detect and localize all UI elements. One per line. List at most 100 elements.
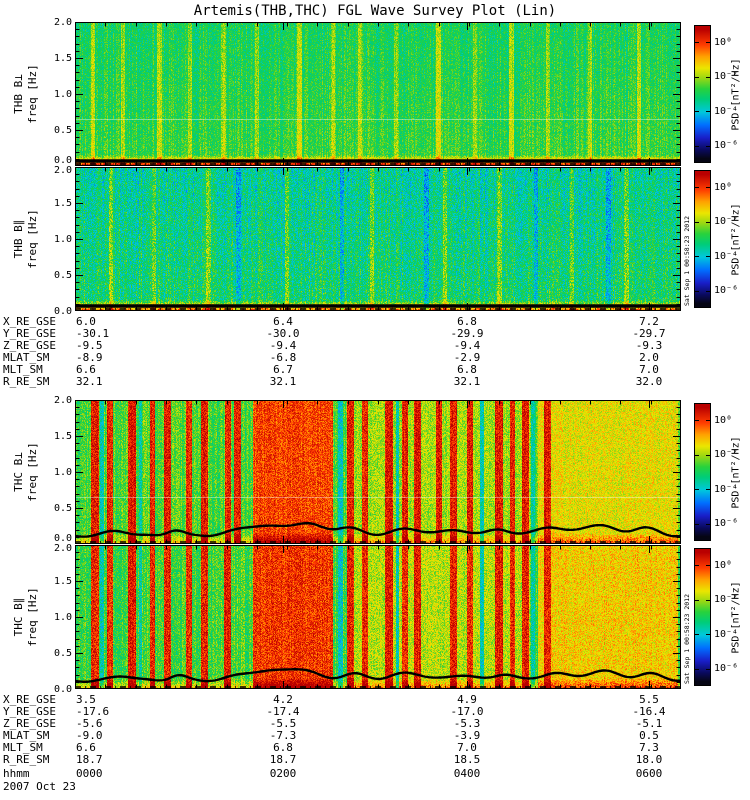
ephemeris-value: -17.0 xyxy=(450,705,484,718)
y-tick-label: 2.0 xyxy=(53,17,72,28)
ephemeris-value: 32.1 xyxy=(76,375,103,388)
ephemeris-row-label: MLT_SM xyxy=(3,363,43,376)
ephemeris-value: 0.5 xyxy=(639,729,659,742)
colorbar-tick-label: 10⁻² xyxy=(714,594,739,605)
spectrogram-thb-bperp xyxy=(75,22,681,166)
colorbar-thb-bperp xyxy=(694,25,711,163)
ephemeris-value: -9.4 xyxy=(453,339,481,352)
ephemeris-value: 32.1 xyxy=(269,375,297,388)
y-tick-label: 0.0 xyxy=(53,684,72,695)
colorbar-axis-label: PSD [nT²/Hz] xyxy=(730,202,742,276)
colorbar-tick-label: 10⁰ xyxy=(714,37,733,48)
ephemeris-value: -9.5 xyxy=(76,339,103,352)
ephemeris-value: -30.0 xyxy=(266,327,300,340)
ephemeris-value: -5.5 xyxy=(269,717,297,730)
time-axis-label: hhmm xyxy=(3,767,30,780)
ephemeris-value: 6.8 xyxy=(457,315,477,328)
ephemeris-value: 7.0 xyxy=(639,363,659,376)
colorbar-tick-label: 10⁻⁶ xyxy=(714,663,739,674)
y-tick-label: 1.5 xyxy=(53,53,72,64)
ephemeris-value: -17.6 xyxy=(76,705,110,718)
y-tick-label: 0.5 xyxy=(53,503,72,514)
ephemeris-row-label: Y_RE_GSE xyxy=(3,705,56,718)
colorbar-tick-label: 10⁻² xyxy=(714,71,739,82)
ephemeris-row: Z_RE_GSE -9.5 -9.4 -9.4 -9.3 xyxy=(0,340,750,353)
y-tick-label: 0.0 xyxy=(53,306,72,317)
ephemeris-value: -29.9 xyxy=(450,327,484,340)
colorbar-axis-label: PSD [nT²/Hz] xyxy=(730,580,742,654)
ephemeris-value: 6.4 xyxy=(273,315,293,328)
ephemeris-row: Z_RE_GSE -5.6 -5.5 -5.3 -5.1 xyxy=(0,718,750,731)
ephemeris-value: 4.2 xyxy=(273,693,293,706)
ephemeris-row: MLAT_SM -9.0 -7.3 -3.9 0.5 xyxy=(0,730,750,743)
ephemeris-value: 6.7 xyxy=(273,363,293,376)
ephemeris-value: -5.3 xyxy=(453,717,481,730)
print-timestamp: Sat Sep 1 00:58:23 2012 xyxy=(682,215,691,307)
print-timestamp: Sat Sep 1 00:58:23 2012 xyxy=(682,593,691,685)
colorbar-tick-label: 10⁻² xyxy=(714,216,739,227)
freq-axis-label: freq [Hz] xyxy=(26,587,40,647)
ephemeris-value: -3.9 xyxy=(453,729,481,742)
panel-name: THC B∥ xyxy=(12,597,26,637)
ephemeris-value: 6.0 xyxy=(76,315,96,328)
ephemeris-value: 18.7 xyxy=(269,753,297,766)
colorbar-tick-label: 10⁻⁴ xyxy=(714,106,739,117)
colorbar-tick-label: 10⁻⁴ xyxy=(714,629,739,640)
ephemeris-value: 4.9 xyxy=(457,693,477,706)
ephemeris-value: -9.0 xyxy=(76,729,103,742)
y-tick-label: 1.5 xyxy=(53,576,72,587)
ephemeris-value: -2.9 xyxy=(453,351,481,364)
colorbar-axis-label: PSD [nT²/Hz] xyxy=(730,57,742,131)
ephemeris-row: Y_RE_GSE -17.6 -17.4 -17.0 -16.4 xyxy=(0,706,750,719)
ephemeris-row: MLAT_SM -8.9 -6.8 -2.9 2.0 xyxy=(0,352,750,365)
ephemeris-row-label: MLT_SM xyxy=(3,741,43,754)
time-tick-label: 0200 xyxy=(269,767,297,780)
colorbar-axis-label: PSD [nT²/Hz] xyxy=(730,435,742,509)
ephemeris-value: -6.8 xyxy=(269,351,297,364)
colorbar-tick-label: 10⁻⁶ xyxy=(714,285,739,296)
ephemeris-row: Y_RE_GSE -30.1 -30.0 -29.9 -29.7 xyxy=(0,328,750,341)
y-tick-label: 1.0 xyxy=(53,234,72,245)
ephemeris-value: 32.1 xyxy=(453,375,481,388)
colorbar-tick-label: 10⁻⁶ xyxy=(714,140,739,151)
ephemeris-row-label: MLAT_SM xyxy=(3,729,50,742)
time-tick-label: 0000 xyxy=(76,767,103,780)
y-tick-label: 2.0 xyxy=(53,165,72,176)
y-tick-label: 1.5 xyxy=(53,431,72,442)
ephemeris-value: 2.0 xyxy=(639,351,659,364)
colorbar-tick-label: 10⁻⁶ xyxy=(714,518,739,529)
ephemeris-row: MLT_SM 6.6 6.7 6.8 7.0 xyxy=(0,364,750,377)
ephemeris-value: -16.4 xyxy=(632,705,666,718)
panel-name: THC B⊥ xyxy=(12,452,26,492)
ephemeris-value: -5.6 xyxy=(76,717,103,730)
y-tick-label: 0.0 xyxy=(53,533,72,544)
ephemeris-value: 6.6 xyxy=(76,363,96,376)
ephemeris-value: 7.0 xyxy=(457,741,477,754)
ephemeris-value: 6.8 xyxy=(273,741,293,754)
time-tick-label: 0600 xyxy=(635,767,663,780)
ephemeris-value: 7.3 xyxy=(639,741,659,754)
ephemeris-value: -9.4 xyxy=(269,339,297,352)
ephemeris-row-label: X_RE_GSE xyxy=(3,693,56,706)
ephemeris-row-label: MLAT_SM xyxy=(3,351,50,364)
ephemeris-row: X_RE_GSE 6.0 6.4 6.8 7.2 xyxy=(0,316,750,329)
ephemeris-row-label: Y_RE_GSE xyxy=(3,327,56,340)
ephemeris-value: -30.1 xyxy=(76,327,110,340)
ephemeris-value: -9.3 xyxy=(635,339,663,352)
ephemeris-row-label: X_RE_GSE xyxy=(3,315,56,328)
ephemeris-value: 5.5 xyxy=(639,693,659,706)
ephemeris-value: -5.1 xyxy=(635,717,663,730)
colorbar-thc-bperp xyxy=(694,403,711,541)
freq-axis-label: freq [Hz] xyxy=(26,209,40,269)
ephemeris-row-label: R_RE_SM xyxy=(3,375,50,388)
spectrogram-thb-bpar xyxy=(75,167,681,311)
spectrogram-thc-bpar xyxy=(75,545,681,689)
ephemeris-value: 7.2 xyxy=(639,315,659,328)
y-tick-label: 2.0 xyxy=(53,395,72,406)
ephemeris-row: MLT_SM 6.6 6.8 7.0 7.3 xyxy=(0,742,750,755)
ephemeris-value: 6.8 xyxy=(457,363,477,376)
freq-axis-label: freq [Hz] xyxy=(26,442,40,502)
ephemeris-value: 18.0 xyxy=(635,753,663,766)
ephemeris-row-label: Z_RE_GSE xyxy=(3,717,56,730)
